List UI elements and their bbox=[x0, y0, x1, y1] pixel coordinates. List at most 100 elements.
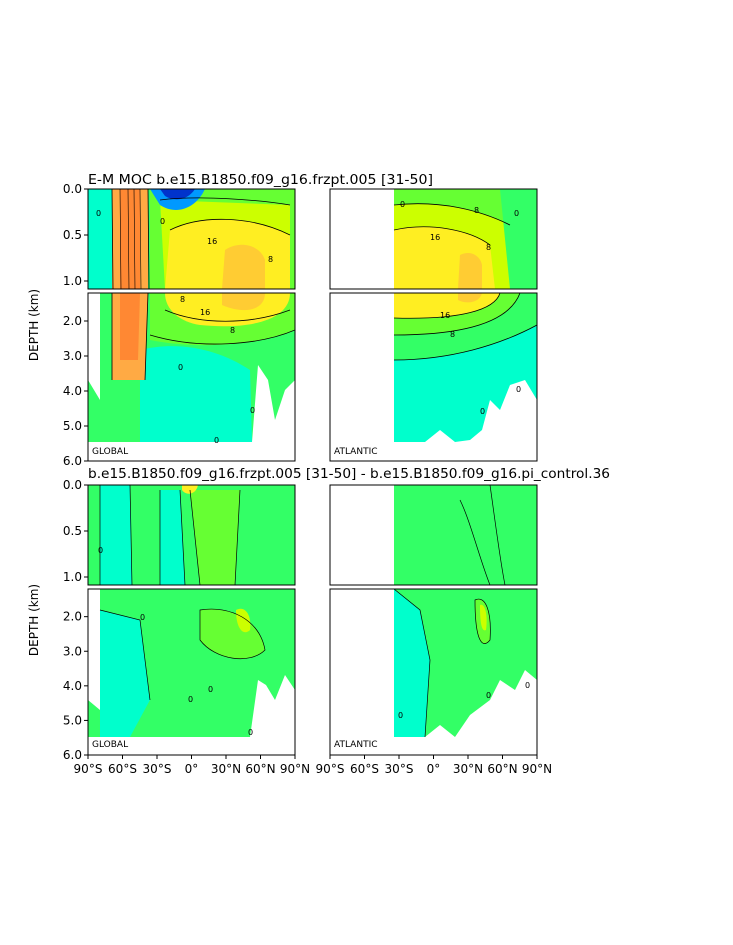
contour-label: 0 bbox=[214, 436, 219, 445]
diff-cyan-mid bbox=[160, 490, 185, 585]
depth-axis-label-top: DEPTH (km) bbox=[27, 289, 41, 361]
diff-atl-ocean bbox=[394, 589, 537, 737]
contour-label: 8 bbox=[486, 243, 491, 252]
contour-label: 0 bbox=[525, 681, 530, 690]
panel-top-global-upper bbox=[88, 189, 295, 289]
depth-tick-label: 1.0 bbox=[63, 570, 82, 584]
depth-tick-label: 3.0 bbox=[63, 349, 82, 363]
frame-top-atlantic-upper bbox=[329, 188, 538, 290]
lat-tick-label: 60°N bbox=[245, 762, 275, 776]
contour-line-1 bbox=[111, 189, 291, 289]
depth-tick-label: 0.5 bbox=[63, 524, 82, 538]
surface-blue-core bbox=[160, 189, 195, 200]
depth-tick-label: 6.0 bbox=[63, 454, 82, 468]
depth-tick-label: 2.0 bbox=[63, 314, 82, 328]
contour-label: 0 bbox=[516, 385, 521, 394]
panel-top-atlantic-upper bbox=[330, 189, 537, 289]
basin-label-atlantic-bottom: ATLANTIC bbox=[334, 740, 378, 750]
contour-label: 0 bbox=[98, 546, 103, 555]
contour-label: 0 bbox=[480, 407, 485, 416]
low-region-left bbox=[88, 189, 112, 289]
diff-contours bbox=[99, 485, 241, 585]
diff-lower-contours bbox=[99, 608, 266, 701]
lat-tick-label: 90°N bbox=[280, 762, 310, 776]
lat-tick-label: 90°N bbox=[522, 762, 552, 776]
depth-tick-label: 2.0 bbox=[63, 610, 82, 624]
panel-diff-global-upper bbox=[88, 485, 295, 585]
depth-tick-label: 6.0 bbox=[63, 748, 82, 762]
contour-labels-top-global: 0 8 16 8 16 8 0 0 0 0 bbox=[96, 209, 273, 445]
contour-label: 0 bbox=[160, 217, 165, 226]
depth-tick-label: 4.0 bbox=[63, 679, 82, 693]
basin-label-global-top: GLOBAL bbox=[92, 447, 128, 457]
contour-label: 16 bbox=[207, 237, 217, 246]
depth-tick-label: 0.0 bbox=[63, 478, 82, 492]
bottom-figure-title: b.e15.B1850.f09_g16.frzpt.005 [31-50] - … bbox=[88, 467, 610, 482]
panel-diff-atlantic-lower bbox=[330, 589, 537, 755]
contour-label: 8 bbox=[474, 206, 479, 215]
atl-nadw-orange bbox=[458, 293, 482, 303]
contour-label: 8 bbox=[450, 330, 455, 339]
depth-tick-label: 0.5 bbox=[63, 228, 82, 242]
diff-lightgreen bbox=[190, 490, 240, 585]
panel-top-global-lower bbox=[88, 293, 295, 461]
contour-label: 0 bbox=[140, 613, 145, 622]
contour-labels-diff: 0 0 0 0 0 0 0 0 bbox=[98, 546, 530, 737]
diff-yellow-lower bbox=[236, 608, 251, 633]
top-figure-title: E-M MOC b.e15.B1850.f09_g16.frzpt.005 [3… bbox=[88, 173, 433, 188]
contour-label: 8 bbox=[230, 326, 235, 335]
basin-label-atlantic-top: ATLANTIC bbox=[334, 447, 378, 457]
basin-label-global-bottom: GLOBAL bbox=[92, 740, 128, 750]
diff-atl-contour bbox=[459, 485, 506, 585]
frame-diff-atlantic-upper bbox=[329, 484, 538, 586]
diff-yellow-blob bbox=[182, 485, 198, 494]
depth-tick-label: 0.0 bbox=[63, 182, 82, 196]
depth-tick-label: 3.0 bbox=[63, 644, 82, 658]
lat-tick-label: 60°N bbox=[487, 762, 517, 776]
contour-label: 8 bbox=[180, 295, 185, 304]
bottom-water-cell bbox=[140, 346, 252, 442]
panel-diff-global-lower bbox=[88, 589, 295, 755]
frame-top-global-upper bbox=[87, 188, 296, 290]
contour-label: 0 bbox=[514, 209, 519, 218]
frame-top-global-lower bbox=[87, 292, 296, 462]
contour-label: 0 bbox=[208, 685, 213, 694]
lat-tick-label: 30°S bbox=[385, 762, 414, 776]
contour-labels-top-atlantic: 0 8 16 8 16 8 0 0 0 bbox=[400, 200, 521, 416]
contour-label: 0 bbox=[248, 728, 253, 737]
contour-lower-1 bbox=[111, 293, 295, 381]
atl-contours bbox=[393, 203, 511, 246]
depth-tick-label: 5.0 bbox=[63, 713, 82, 727]
lat-tick-label: 30°N bbox=[453, 762, 483, 776]
lat-tick-label: 0° bbox=[427, 762, 441, 776]
frame-diff-global-upper bbox=[87, 484, 296, 586]
diff-lightgreen-lower bbox=[200, 609, 265, 659]
lat-tick-label: 30°S bbox=[143, 762, 172, 776]
contour-label: 16 bbox=[440, 311, 450, 320]
contour-label: 16 bbox=[430, 233, 440, 242]
atl-lower-contours bbox=[393, 293, 537, 361]
atl-orange bbox=[458, 253, 482, 289]
depth-tick-label: 1.0 bbox=[63, 274, 82, 288]
orange-core-lower bbox=[222, 293, 265, 311]
diff-atl-contours bbox=[393, 589, 491, 738]
panel-diff-atlantic-upper bbox=[330, 485, 537, 585]
lat-tick-label: 90°S bbox=[316, 762, 345, 776]
contour-label: 0 bbox=[188, 695, 193, 704]
depth-axis-label-bottom: DEPTH (km) bbox=[27, 584, 41, 656]
diff-atl-core bbox=[480, 604, 487, 631]
panel-top-atlantic-lower bbox=[330, 293, 537, 461]
diff-cyan-left bbox=[100, 485, 132, 585]
lat-tick-label: 60°S bbox=[108, 762, 137, 776]
depth-tick-label: 4.0 bbox=[63, 384, 82, 398]
orange-core bbox=[222, 244, 265, 289]
axes-layer: 0.0 0.5 1.0 2.0 3.0 4.0 5.0 6.0 0.0 0.5 1.0 2.0 3.0 4… bbox=[63, 182, 552, 776]
deacon-core-lower bbox=[120, 293, 140, 360]
contour-label: 16 bbox=[200, 308, 210, 317]
diff-cyan-lower bbox=[100, 610, 150, 737]
contour-label: 0 bbox=[178, 363, 183, 372]
contour-line-2 bbox=[119, 189, 142, 289]
contour-label: 0 bbox=[96, 209, 101, 218]
contour-label: 0 bbox=[486, 691, 491, 700]
